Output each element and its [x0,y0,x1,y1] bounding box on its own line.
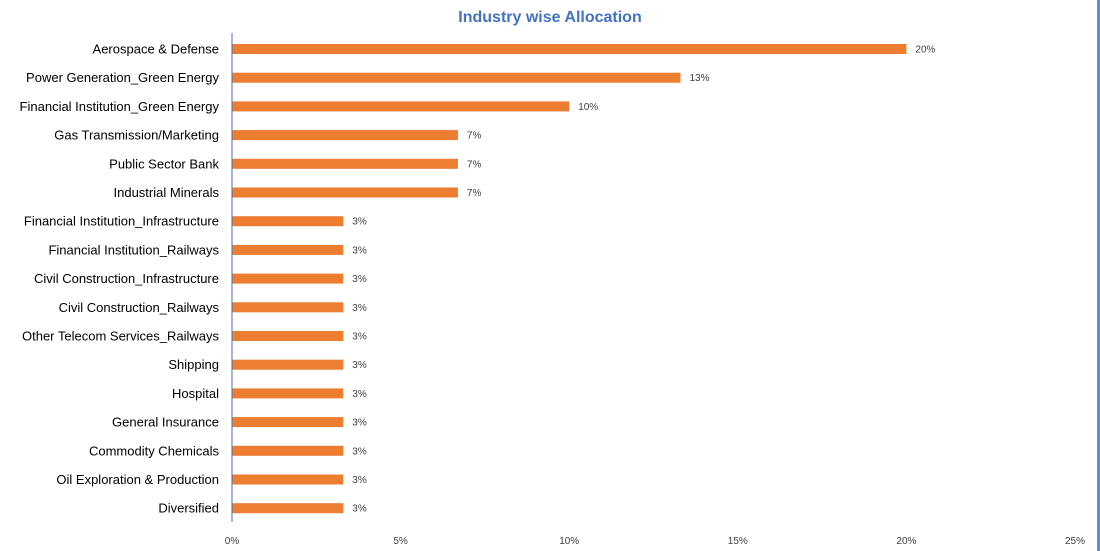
bar [232,244,344,255]
category-label: Diversified [158,501,219,516]
data-label: 7% [467,159,482,170]
bar [232,44,907,54]
data-label: 10% [578,102,598,113]
category-label: Commodity Chemicals [89,443,220,458]
category-label: Public Sector Bank [109,156,219,171]
data-label: 3% [352,475,367,486]
x-tick-label: 15% [728,536,748,547]
data-label: 7% [467,131,482,142]
bar [232,417,344,428]
data-label: 3% [352,274,367,285]
data-label: 7% [467,188,482,199]
x-axis-ticks: 0% 5% 10% 15% 20% 25% [225,536,1085,547]
data-label: 13% [689,73,709,84]
bar [232,302,344,313]
bar [232,331,344,341]
bar [232,359,344,370]
bar [232,445,344,456]
data-label: 3% [352,217,367,228]
x-tick-label: 5% [393,536,408,547]
x-tick-label: 0% [225,536,240,547]
category-label: Civil Construction_Railways [59,300,220,315]
bar [232,503,344,514]
data-label: 3% [352,504,367,515]
bars-group [232,44,907,514]
bar [232,101,570,112]
category-labels: Aerospace & Defense Power Generation_Gree… [20,42,220,516]
category-label: Financial Institution_Infrastructure [24,214,219,229]
bar [232,216,344,227]
bar [232,130,458,141]
bar [232,187,458,198]
bar [232,474,344,485]
data-label: 3% [352,303,367,314]
category-label: General Insurance [112,415,219,430]
x-tick-label: 20% [896,536,916,547]
category-label: Gas Transmission/Marketing [54,128,219,143]
category-label: Other Telecom Services_Railways [22,329,219,344]
category-label: Shipping [168,357,219,372]
chart-title: Industry wise Allocation [458,9,641,26]
category-label: Financial Institution_Railways [48,242,219,257]
bar [232,158,458,169]
data-label: 3% [352,389,367,400]
bar [232,273,344,284]
bar [232,72,681,83]
category-label: Oil Exploration & Production [56,472,219,487]
data-labels: 20% 13% 10% 7% 7% 7% 3% 3% 3% 3% 3% 3% 3% 3% 3% 3% 3% [352,45,935,515]
window-border [1097,0,1100,551]
data-label: 3% [352,245,367,256]
category-label: Power Generation_Green Energy [26,70,219,85]
data-label: 20% [915,45,935,56]
category-label: Financial Institution_Green Energy [20,99,220,114]
data-label: 3% [352,446,367,457]
category-label: Aerospace & Defense [93,42,219,57]
category-label: Hospital [172,386,219,401]
category-label: Industrial Minerals [114,185,220,200]
bar [232,388,344,399]
x-tick-label: 10% [559,536,579,547]
category-label: Civil Construction_Infrastructure [34,271,219,286]
data-label: 3% [352,418,367,429]
data-label: 3% [352,360,367,371]
data-label: 3% [352,332,367,343]
x-tick-label: 25% [1065,536,1085,547]
